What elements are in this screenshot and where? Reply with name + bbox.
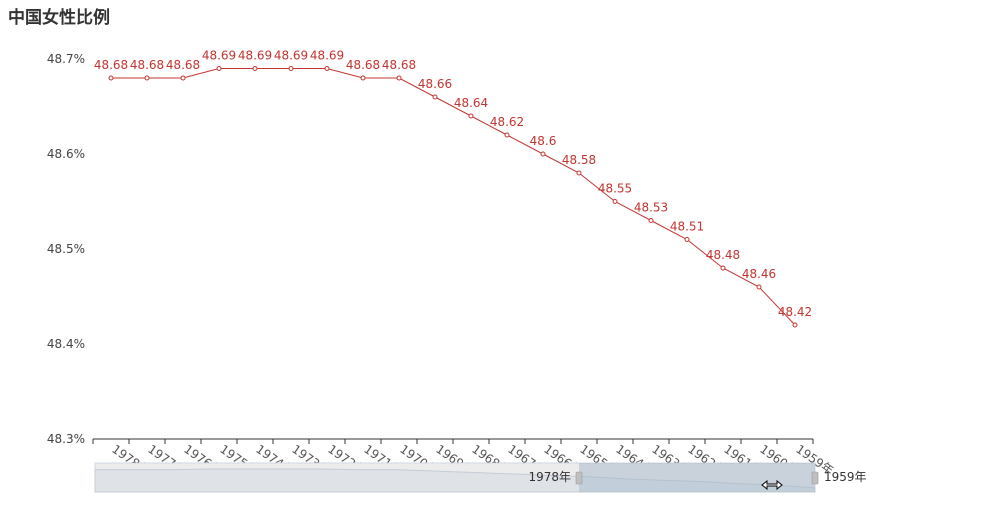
y-tick-label: 48.7% — [47, 52, 85, 66]
data-label: 48.66 — [418, 77, 452, 91]
data-label: 48.48 — [706, 248, 740, 262]
data-label: 48.68 — [382, 58, 416, 72]
resize-cursor-icon — [761, 479, 783, 491]
data-point[interactable] — [396, 75, 402, 81]
data-zoom-end-label: 1959年 — [824, 470, 867, 484]
data-zoom-selection[interactable] — [579, 463, 815, 492]
data-point[interactable] — [360, 75, 366, 81]
data-point[interactable] — [144, 75, 150, 81]
data-point[interactable] — [684, 237, 690, 242]
data-point[interactable] — [180, 75, 186, 81]
data-point[interactable] — [324, 66, 330, 71]
data-zoom-start-label: 1978年 — [528, 470, 571, 484]
data-label: 48.55 — [598, 182, 632, 196]
data-label: 48.69 — [310, 49, 344, 63]
series-line — [111, 68, 796, 326]
data-point[interactable] — [252, 66, 258, 71]
data-point[interactable] — [288, 66, 294, 71]
data-label: 48.53 — [634, 201, 668, 215]
data-point[interactable] — [468, 113, 474, 119]
data-label: 48.69 — [238, 49, 272, 63]
data-label: 48.42 — [778, 305, 812, 319]
data-point[interactable] — [432, 94, 438, 100]
y-axis: 48.3% 48.4% 48.5% 48.6% 48.7% — [47, 52, 85, 446]
data-zoom-slider[interactable]: 1978年 1959年 — [94, 462, 867, 493]
data-point[interactable] — [756, 284, 762, 290]
data-point[interactable] — [720, 265, 726, 271]
data-point[interactable] — [648, 218, 654, 223]
data-label: 48.68 — [94, 58, 128, 72]
data-label: 48.68 — [166, 58, 200, 72]
data-label: 48.58 — [562, 153, 596, 167]
y-tick-label: 48.5% — [47, 242, 85, 256]
data-zoom-preview — [94, 468, 816, 493]
data-label: 48.68 — [130, 58, 164, 72]
data-label: 48.64 — [454, 96, 488, 110]
data-label: 48.62 — [490, 115, 524, 129]
data-point[interactable] — [576, 170, 582, 176]
data-point[interactable] — [612, 199, 618, 204]
y-tick-label: 48.3% — [47, 432, 85, 446]
data-label: 48.69 — [202, 49, 236, 63]
data-label: 48.6 — [530, 134, 557, 148]
data-zoom-start-handle[interactable] — [575, 471, 583, 485]
data-point[interactable] — [108, 75, 114, 81]
data-label: 48.46 — [742, 267, 776, 281]
chart-title: 中国女性比例 — [8, 8, 110, 28]
y-tick-label: 48.6% — [47, 147, 85, 161]
data-label: 48.68 — [346, 58, 380, 72]
data-zoom-end-handle[interactable] — [811, 471, 819, 485]
data-point[interactable] — [792, 322, 798, 328]
y-tick-label: 48.4% — [47, 337, 85, 351]
data-point[interactable] — [504, 132, 510, 138]
data-point[interactable] — [540, 151, 546, 157]
data-label: 48.69 — [274, 49, 308, 63]
data-label: 48.51 — [670, 220, 704, 234]
data-point[interactable] — [216, 66, 222, 71]
